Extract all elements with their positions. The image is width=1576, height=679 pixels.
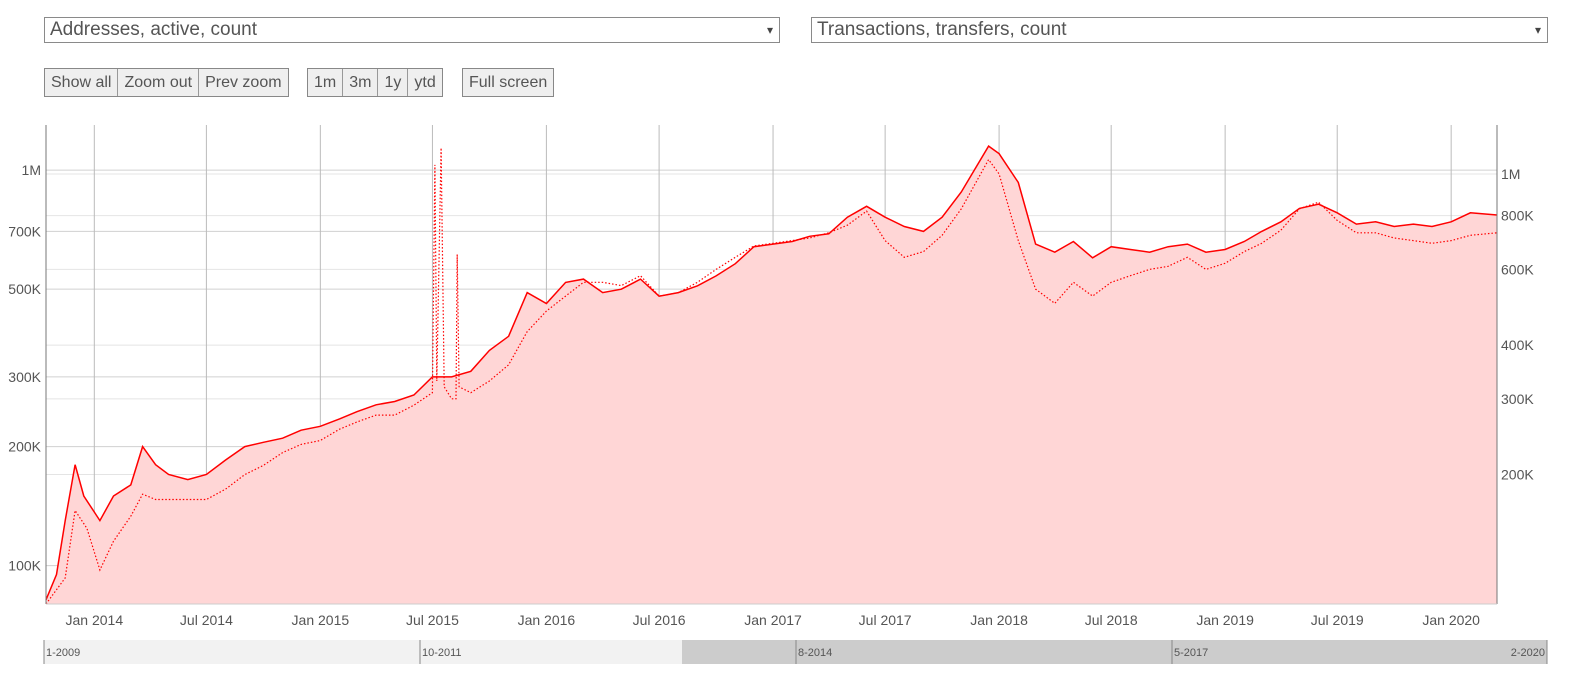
y-right-tick-label: 600K (1501, 261, 1534, 277)
navigator-label: 1-2009 (46, 647, 80, 659)
x-tick-label: Jul 2015 (406, 612, 459, 628)
y-left-tick-label: 100K (8, 558, 41, 574)
x-tick-label: Jul 2016 (633, 612, 686, 628)
zoom-button-group: Show all Zoom out Prev zoom (44, 68, 289, 97)
navigator-label: 5-2017 (1174, 647, 1208, 659)
right-metric-select[interactable]: Transactions, transfers, count ▾ (811, 17, 1548, 43)
range-button-group: 1m 3m 1y ytd (307, 68, 443, 97)
navigator-label: 8-2014 (798, 647, 832, 659)
range-1y-button[interactable]: 1y (378, 69, 409, 96)
y-left-tick-label: 300K (8, 369, 41, 385)
zoom-out-button[interactable]: Zoom out (118, 69, 200, 96)
y-left-tick-label: 500K (8, 281, 41, 297)
range-1m-button[interactable]: 1m (308, 69, 344, 96)
area-fill (46, 146, 1497, 604)
x-tick-label: Jan 2016 (518, 612, 576, 628)
navigator-label: 2-2020 (1511, 647, 1545, 659)
prev-zoom-button[interactable]: Prev zoom (199, 69, 288, 96)
y-right-tick-label: 400K (1501, 337, 1534, 353)
x-tick-label: Jul 2018 (1085, 612, 1138, 628)
range-ytd-button[interactable]: ytd (408, 69, 442, 96)
y-right-tick-label: 800K (1501, 208, 1534, 224)
x-tick-label: Jan 2018 (970, 612, 1028, 628)
show-all-button[interactable]: Show all (45, 69, 119, 96)
range-3m-button[interactable]: 3m (343, 69, 379, 96)
navigator[interactable]: 1-2009 10-2011 8-2014 5-2017 2-2020 (43, 640, 1548, 664)
y-left-tick-label: 700K (8, 223, 41, 239)
y-left-tick-label: 1M (22, 162, 41, 178)
series-line-dotted (45, 147, 1498, 605)
x-tick-label: Jan 2017 (744, 612, 802, 628)
series-area-fill (46, 146, 1497, 604)
x-tick-label: Jan 2020 (1422, 612, 1480, 628)
full-screen-button[interactable]: Full screen (463, 69, 554, 96)
series-lines (45, 145, 1498, 605)
y-right-tick-label: 300K (1501, 391, 1534, 407)
x-tick-label: Jan 2015 (292, 612, 350, 628)
navigator-label: 10-2011 (422, 647, 462, 659)
left-metric-select[interactable]: Addresses, active, count ▾ (44, 17, 780, 43)
y-left-tick-label: 200K (8, 439, 41, 455)
right-metric-select-value: Transactions, transfers, count (817, 19, 1067, 40)
left-metric-select-value: Addresses, active, count (50, 19, 257, 40)
navigator-selection[interactable] (682, 640, 1547, 664)
y-right-tick-label: 200K (1501, 467, 1534, 483)
chevron-down-icon: ▾ (766, 23, 773, 37)
series-line-solid (45, 145, 1498, 601)
y-right-tick-label: 1M (1501, 166, 1520, 182)
x-tick-label: Jul 2017 (859, 612, 912, 628)
chevron-down-icon: ▾ (1534, 23, 1541, 37)
fullscreen-button-group: Full screen (462, 68, 555, 97)
x-tick-label: Jan 2014 (66, 612, 124, 628)
x-tick-label: Jul 2014 (180, 612, 233, 628)
x-tick-label: Jul 2019 (1311, 612, 1364, 628)
axes: 100K 200K 300K 500K 700K 1M 200K 300K 400K 600K 80… (8, 125, 1534, 628)
x-tick-label: Jan 2019 (1196, 612, 1254, 628)
